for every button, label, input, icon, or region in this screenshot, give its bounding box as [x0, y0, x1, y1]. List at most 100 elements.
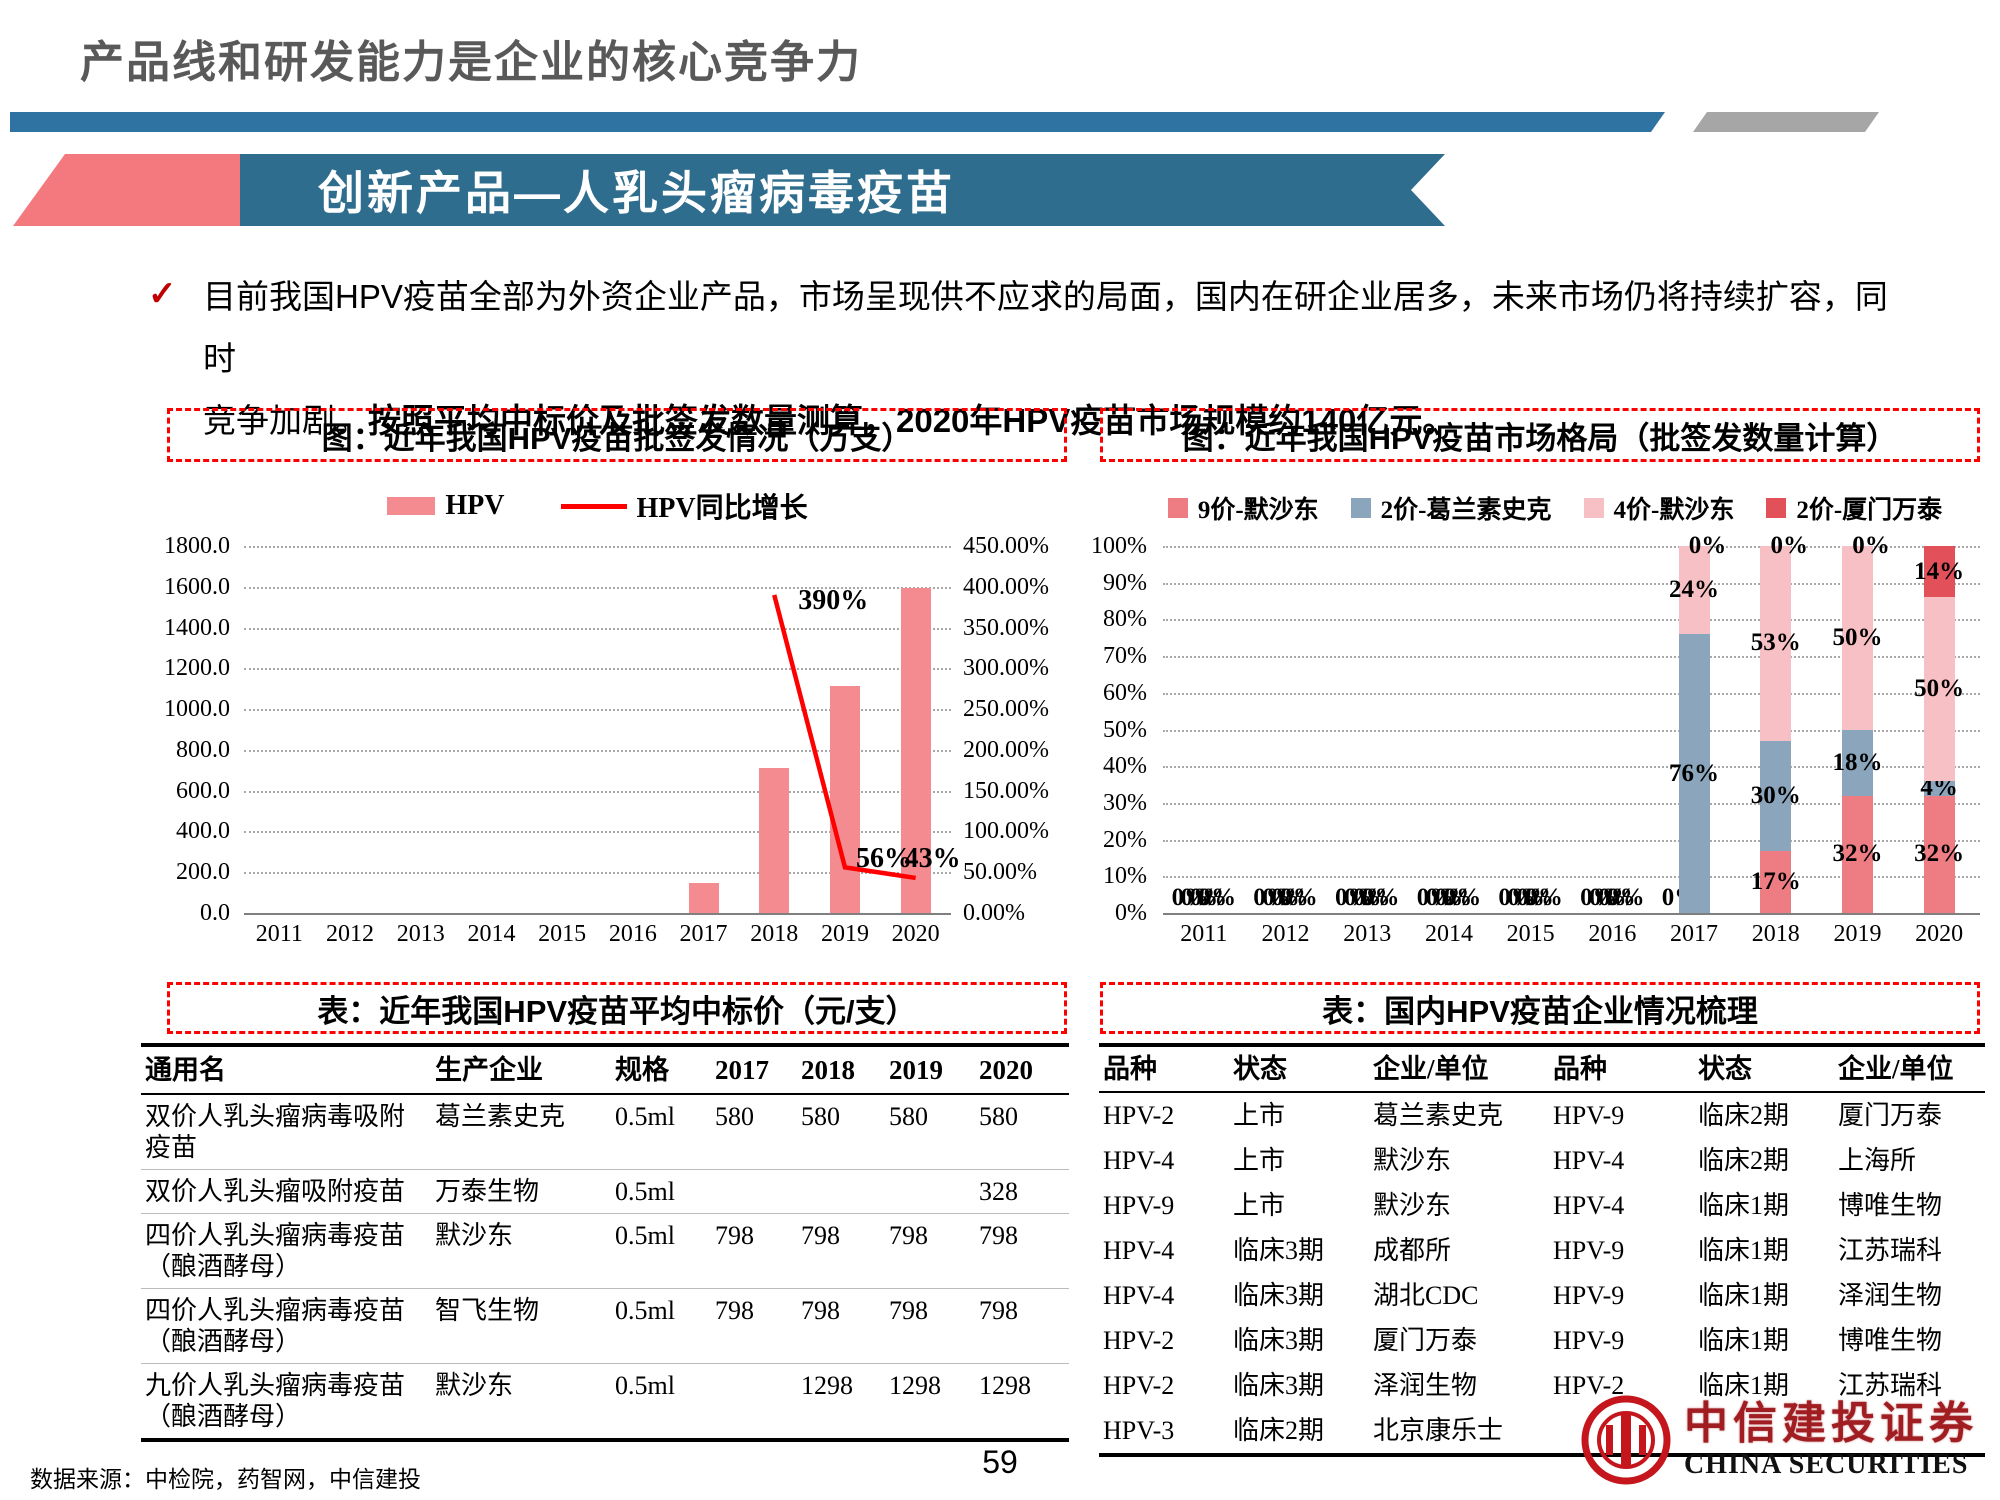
y-axis-label: 450.00%: [963, 533, 1049, 559]
chart-title-right: 图：近年我国HPV疫苗市场格局（批签发数量计算）: [1182, 420, 1898, 456]
table-cell: 0.5ml: [611, 1094, 711, 1170]
table-cell: 泽润生物: [1373, 1371, 1478, 1400]
legend-swatch-icon: [1766, 498, 1787, 518]
table-row: HPV-9 上市 默沙东 HPV-4 临床1期 博唯生物: [1099, 1183, 1985, 1228]
segment-label: 32%: [1832, 840, 1883, 868]
x-axis-label: 2015: [538, 921, 587, 947]
segment-label: 18%: [1832, 748, 1883, 776]
stack-segment: [1841, 546, 1873, 730]
table-cell: HPV-9: [1103, 1191, 1175, 1220]
x-axis-label: 2015: [1506, 921, 1555, 947]
segment-label: 0%: [1507, 884, 1545, 911]
table-cell: 798: [975, 1288, 1069, 1364]
company-table: 品种 状态 企业/单位 品种 状态 企业/单位 HPV-2 上市 葛兰素史克 HPV-9 临床2期…: [1099, 1043, 1985, 1457]
key-point-text: 目前我国HPV疫苗全部为外资企业产品，市场呈现供不应求的局面，国内在研企业居多，…: [203, 266, 1918, 452]
y-axis-label: 90%: [1103, 569, 1147, 596]
x-axis-label: 2018: [1751, 921, 1800, 947]
x-axis-label: 2014: [1424, 921, 1473, 947]
bar: [688, 883, 719, 913]
segment-label: 0%: [1253, 884, 1291, 911]
table-cell: 九价人乳头瘤病毒疫苗（酿酒酵母）: [145, 1371, 406, 1431]
segment-label: 0%: [1580, 884, 1618, 911]
column-header: 企业/单位: [1369, 1045, 1549, 1093]
chart-title-box-right: 图：近年我国HPV疫苗市场格局（批签发数量计算）: [1100, 408, 1980, 462]
grid-line: [1163, 839, 1980, 842]
y-axis-label: 1000.0: [164, 696, 230, 723]
issuance-chart-plot: 0.0 0.00% 200.0 50.00% 400.0 100.00% 600.0 150.…: [164, 533, 1049, 947]
x-axis-label: 2014: [467, 921, 516, 947]
table-cell: 默沙东: [435, 1371, 514, 1400]
table-cell: 厦门万泰: [1838, 1101, 1943, 1130]
y-axis-label: 200.0: [176, 859, 230, 886]
grid-line: [1163, 802, 1980, 805]
x-axis-label: 2020: [891, 921, 940, 947]
stack-segment: [1923, 780, 1955, 796]
issuance-chart-legend: HPV HPV同比增长: [244, 486, 951, 526]
table-title-right: 表：国内HPV疫苗企业情况梳理: [1322, 993, 1758, 1029]
table-cell: 798: [711, 1213, 797, 1289]
y-axis-label: 0.0: [200, 900, 230, 926]
y-axis-label: 1600.0: [164, 573, 230, 600]
segment-label: 14%: [1914, 557, 1965, 585]
checkmark-icon: ✓: [148, 275, 177, 313]
y-axis-label: 150.00%: [963, 777, 1049, 804]
table-row: 九价人乳头瘤病毒疫苗（酿酒酵母） 默沙东 0.5ml 1298 1298 1298: [141, 1364, 1069, 1441]
x-axis-label: 2013: [396, 921, 445, 947]
table-cell: 临床3期: [1233, 1371, 1325, 1400]
table-cell: 0.5ml: [611, 1169, 711, 1214]
segment-label: 0%: [1598, 884, 1636, 911]
table-cell: 580: [797, 1094, 885, 1170]
table-cell: 临床2期: [1233, 1416, 1325, 1445]
y-axis-label: 1200.0: [164, 655, 230, 682]
segment-label: 0%: [1262, 884, 1300, 911]
y-axis-label: 0.00%: [963, 900, 1025, 926]
table-cell: [885, 1169, 975, 1214]
x-axis-label: 2013: [1343, 921, 1392, 947]
grid-line: [244, 831, 951, 834]
segment-label: 0%: [1434, 884, 1473, 911]
legend-label: HPV同比增长: [636, 493, 808, 524]
y-axis-label: 100.00%: [963, 818, 1049, 845]
y-axis-label: 0%: [1115, 900, 1147, 926]
bar-swatch-icon: [387, 497, 436, 515]
legend-item: 4价-默沙东: [1583, 490, 1734, 526]
table-cell: HPV-2: [1553, 1371, 1625, 1400]
legend-item: HPV: [387, 486, 505, 526]
table-row: HPV-2 临床3期 厦门万泰 HPV-9 临床1期 博唯生物: [1099, 1318, 1985, 1363]
x-axis-label: 2011: [255, 921, 303, 947]
x-axis-label: 2018: [750, 921, 799, 947]
section-banner-title: 创新产品—人乳头瘤病毒疫苗: [318, 167, 955, 219]
key-point-normal: 目前我国HPV疫苗全部为外资企业产品，市场呈现供不应求的局面，国内在研企业居多，…: [203, 278, 1888, 439]
x-axis-label: 2012: [326, 921, 375, 947]
stack-segment: [1760, 546, 1792, 741]
price-table-header-row: 通用名 生产企业 规格 2017 2018 2019 2020: [141, 1045, 1069, 1095]
table-cell: 上市: [1233, 1101, 1286, 1130]
column-header: 规格: [611, 1045, 711, 1095]
table-cell: 0.5ml: [611, 1213, 711, 1289]
table-cell: 798: [797, 1288, 885, 1364]
table-cell: HPV-4: [1553, 1146, 1625, 1175]
segment-label: 0%: [1770, 532, 1809, 559]
table-cell: 默沙东: [1373, 1191, 1452, 1220]
y-axis-label: 20%: [1103, 826, 1147, 853]
y-axis-label: 1800.0: [164, 533, 230, 559]
line-swatch-icon: [560, 503, 627, 509]
y-axis-label: 400.00%: [963, 573, 1049, 600]
page-title: 产品线和研发能力是企业的核心竞争力: [80, 38, 862, 87]
y-axis-label: 250.00%: [963, 696, 1049, 723]
stack-segment: [1678, 546, 1710, 635]
grid-line: [1163, 619, 1980, 622]
y-axis-label: 100%: [1091, 533, 1147, 559]
segment-label: 0%: [1344, 884, 1382, 911]
segment-label: 0%: [1425, 884, 1464, 911]
table-cell: 默沙东: [431, 1213, 611, 1289]
y-axis-label: 800.0: [176, 736, 230, 763]
grid-line: [1163, 729, 1980, 732]
segment-label: 0%: [1362, 884, 1400, 911]
brand-text: 中信建投证券 CHINA SECURITIES: [1684, 1399, 1978, 1482]
x-axis-label: 2012: [1261, 921, 1310, 947]
column-header: 2019: [885, 1045, 975, 1095]
table-cell: 博唯生物: [1838, 1326, 1943, 1355]
table-cell: 四价人乳头瘤病毒疫苗（酿酒酵母）: [141, 1288, 431, 1364]
